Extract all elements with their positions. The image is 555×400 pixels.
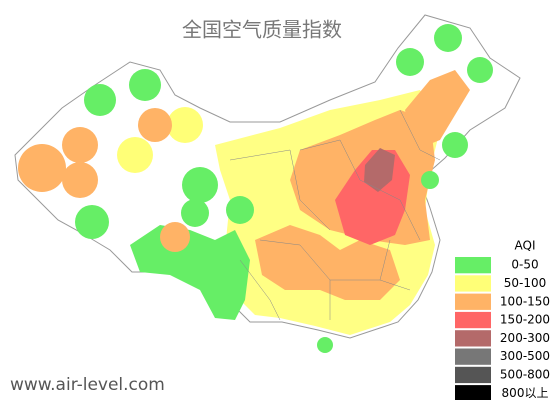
legend-label: 500-800 bbox=[500, 367, 550, 381]
blob-green bbox=[396, 48, 424, 76]
blob-orange bbox=[18, 144, 66, 192]
blob-orange bbox=[62, 162, 98, 198]
region-dark-red bbox=[364, 148, 395, 192]
blob-green bbox=[421, 171, 439, 189]
legend-title: AQI bbox=[515, 239, 536, 253]
blob-green bbox=[442, 132, 468, 158]
china-map bbox=[14, 14, 521, 353]
legend-swatch bbox=[455, 330, 491, 347]
region-green-sw bbox=[130, 225, 250, 320]
legend-swatch bbox=[455, 385, 491, 400]
legend-swatch bbox=[455, 311, 491, 329]
legend: AQI 0-50 50-100 100-150 150-200 200-300 300-5… bbox=[450, 235, 555, 400]
legend-label: 300-500 bbox=[500, 349, 550, 363]
legend-label: 200-300 bbox=[500, 331, 550, 345]
legend-label: 150-200 bbox=[500, 313, 550, 327]
legend-swatch bbox=[455, 366, 491, 384]
blob-yellow bbox=[167, 107, 203, 143]
blob-green bbox=[181, 199, 209, 227]
legend-swatch bbox=[455, 257, 491, 274]
blob-orange bbox=[138, 108, 172, 142]
blob-orange bbox=[62, 127, 98, 163]
legend-swatch bbox=[455, 275, 491, 292]
blob-green bbox=[317, 337, 333, 353]
legend-label: 100-150 bbox=[500, 294, 550, 308]
blob-green bbox=[75, 205, 109, 239]
legend-swatch bbox=[455, 348, 491, 365]
blob-green bbox=[129, 69, 161, 101]
province-borders bbox=[229, 109, 441, 321]
blob-yellow bbox=[117, 137, 153, 173]
legend-label: 0-50 bbox=[511, 258, 538, 272]
region-orange-ne bbox=[405, 70, 470, 150]
blob-green bbox=[84, 84, 116, 116]
legend-label: 800以上 bbox=[502, 386, 549, 400]
legend-swatch bbox=[455, 293, 491, 310]
blob-green bbox=[226, 196, 254, 224]
blob-green bbox=[434, 24, 462, 52]
legend-label: 50-100 bbox=[504, 276, 547, 290]
blob-orange bbox=[160, 222, 190, 252]
watermark: www.air-level.com bbox=[10, 375, 165, 395]
blob-green bbox=[182, 167, 218, 203]
blob-green bbox=[467, 57, 493, 83]
map-title: 全国空气质量指数 bbox=[182, 18, 342, 42]
